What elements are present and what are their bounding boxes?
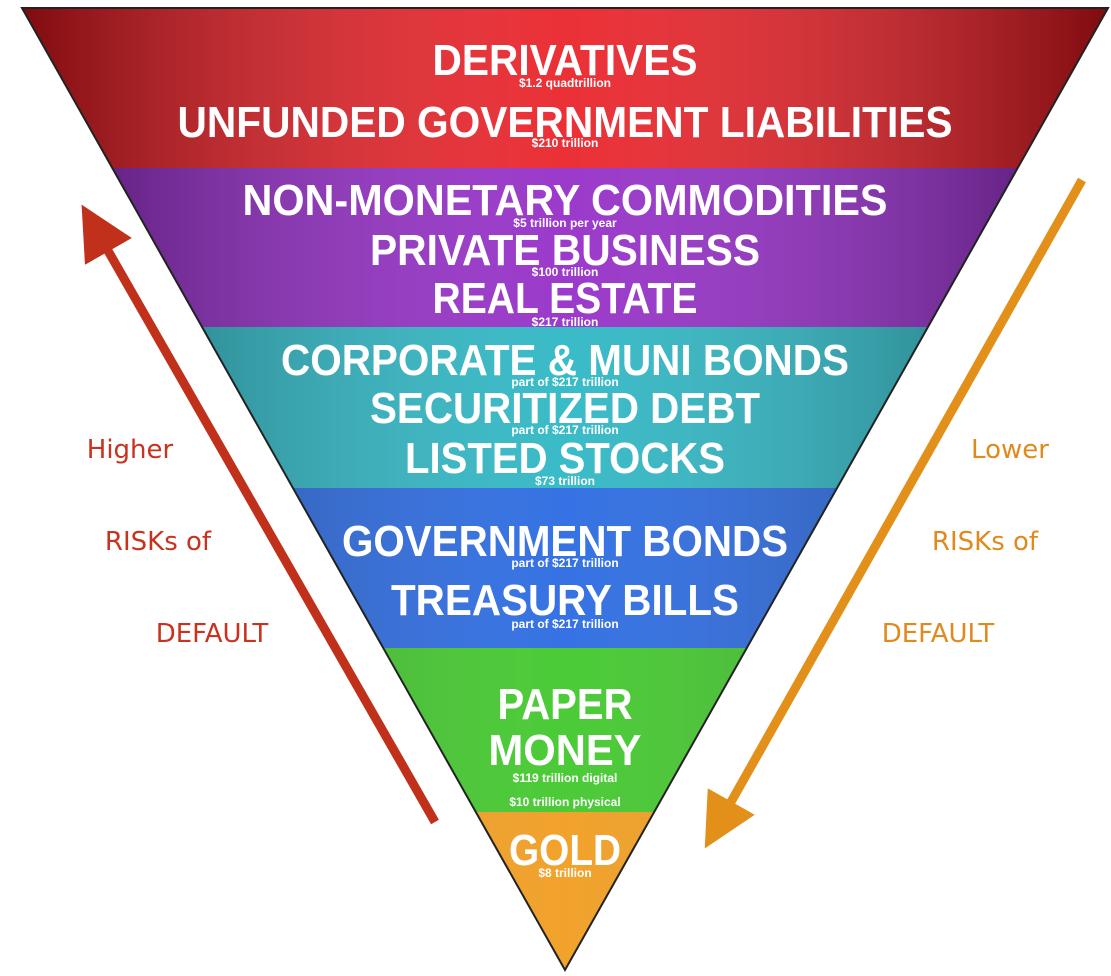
tier-item-name: MONEY — [489, 726, 642, 775]
tier-item-value: part of $217 trillion — [511, 375, 618, 389]
side-label: RISKs of — [932, 527, 1039, 557]
outline — [20, 7, 1110, 973]
side-label: Higher — [87, 435, 174, 465]
side-label: DEFAULT — [156, 619, 269, 649]
side-label: RISKs of — [105, 527, 212, 557]
tier-item-value: $119 trillion digital — [513, 771, 618, 785]
tier-item-value: $217 trillion — [532, 315, 599, 329]
tier-item-value: $210 trillion — [532, 136, 599, 150]
up-arrow — [81, 204, 439, 825]
tier-item-value: part of $217 trillion — [511, 423, 618, 437]
tier-shade — [22, 168, 1108, 327]
tier-item-name: GOLD — [509, 826, 621, 875]
tier-item-value: $73 trillion — [535, 474, 595, 488]
down-arrow — [704, 177, 1086, 849]
tier-shade — [22, 8, 1108, 168]
tier-item-value: $100 trillion — [532, 265, 599, 279]
tier-item-name: SECURITIZED DEBT — [370, 384, 760, 433]
tier-item-name: LISTED STOCKS — [405, 434, 725, 483]
tier-item-name: NON-MONETARY COMMODITIES — [243, 176, 888, 225]
tier-item-value: part of $217 trillion — [511, 556, 618, 570]
tier-item-value: part of $217 trillion — [511, 617, 618, 631]
tier-item-name: UNFUNDED GOVERNMENT LIABILITIES — [178, 98, 953, 147]
tier-item-name: PRIVATE BUSINESS — [370, 226, 760, 275]
side-label: Lower — [971, 435, 1049, 465]
tier-item-name: CORPORATE & MUNI BONDS — [281, 336, 849, 385]
tier-item-value: $10 trillion physical — [509, 795, 620, 809]
tier-item-value: $5 trillion per year — [513, 216, 617, 230]
tier-item-name: REAL ESTATE — [433, 274, 698, 323]
side-label: DEFAULT — [882, 619, 995, 649]
tier-item-name: TREASURY BILLS — [391, 576, 739, 625]
tier-item-name: PAPER — [498, 680, 633, 729]
tier-item-value: $8 trillion — [538, 866, 591, 880]
tier-item-name: DERIVATIVES — [433, 36, 698, 85]
tier-item-value: $1.2 quadtrillion — [519, 76, 611, 90]
tier-item-name: GOVERNMENT BONDS — [342, 517, 788, 566]
